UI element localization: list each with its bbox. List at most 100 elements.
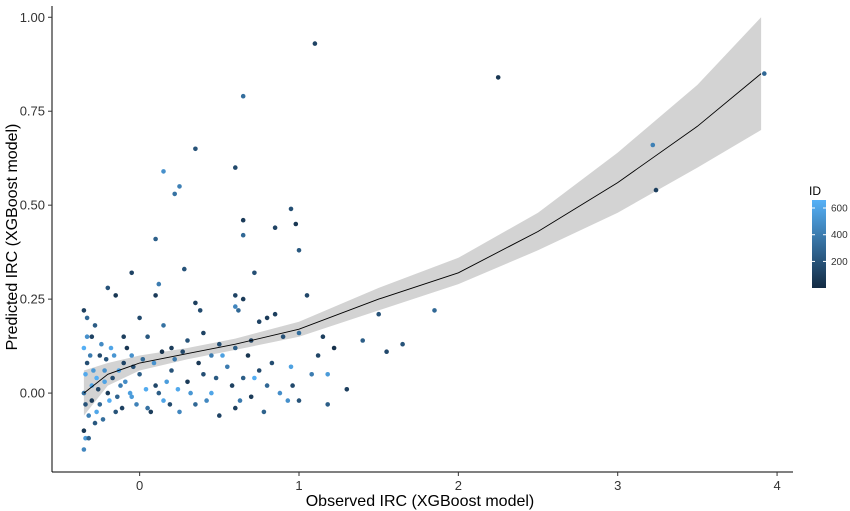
- data-point: [296, 398, 302, 403]
- data-point: [240, 375, 246, 381]
- data-point: [233, 304, 238, 309]
- data-point: [140, 357, 146, 362]
- data-point: [89, 334, 95, 340]
- y-axis-title: Predicted IRC (XGBoost model): [4, 124, 21, 351]
- data-point: [233, 405, 238, 411]
- legend-label: 400: [831, 230, 848, 241]
- data-point: [94, 409, 99, 415]
- data-point: [169, 345, 174, 351]
- data-point: [108, 345, 114, 351]
- data-point: [309, 372, 315, 377]
- data-point: [151, 360, 157, 366]
- data-point: [252, 270, 257, 276]
- data-point: [320, 334, 326, 340]
- data-point: [137, 315, 142, 321]
- data-point: [91, 368, 96, 373]
- data-point: [264, 383, 270, 388]
- data-point: [84, 360, 90, 366]
- y-tick-label: 0.50: [20, 198, 45, 213]
- x-axis-title: Observed IRC (XGBoost model): [306, 493, 535, 510]
- data-point: [245, 353, 251, 358]
- data-point: [161, 398, 166, 403]
- x-tick-label: 1: [295, 478, 302, 493]
- data-point: [360, 338, 366, 343]
- data-point: [296, 330, 302, 336]
- data-point: [177, 409, 182, 415]
- data-point: [193, 402, 198, 407]
- data-point: [87, 353, 93, 358]
- data-point: [201, 330, 206, 336]
- data-point: [344, 387, 350, 392]
- data-point: [94, 375, 99, 381]
- data-point: [169, 368, 174, 373]
- data-point: [277, 390, 283, 396]
- data-point: [233, 345, 238, 351]
- data-point: [296, 248, 302, 253]
- data-point: [269, 360, 275, 366]
- data-point: [153, 236, 158, 242]
- data-point: [105, 285, 111, 291]
- data-point: [653, 187, 659, 193]
- data-point: [92, 323, 98, 328]
- data-point: [188, 390, 193, 396]
- data-point: [233, 165, 238, 170]
- data-point: [102, 379, 107, 385]
- data-point: [180, 349, 185, 355]
- data-point: [185, 338, 190, 343]
- data-point: [256, 368, 262, 373]
- data-point: [237, 398, 243, 403]
- x-tick-label: 0: [136, 478, 143, 493]
- data-point: [145, 334, 150, 340]
- plot-area: [81, 17, 767, 452]
- data-point: [225, 364, 230, 370]
- data-point: [272, 225, 278, 230]
- data-point: [220, 353, 225, 358]
- data-point: [97, 402, 103, 407]
- data-point: [264, 315, 270, 321]
- data-point: [153, 293, 158, 298]
- data-point: [293, 221, 299, 227]
- data-point: [86, 435, 91, 441]
- data-point: [172, 357, 177, 362]
- legend-label: 600: [831, 204, 848, 215]
- data-point: [201, 372, 206, 377]
- data-point: [145, 405, 150, 411]
- data-point: [167, 402, 173, 407]
- data-point: [103, 357, 109, 362]
- data-point: [185, 379, 190, 385]
- y-tick-label: 0.25: [20, 292, 45, 307]
- data-point: [100, 417, 106, 422]
- data-point: [193, 146, 198, 152]
- color-bar: [812, 200, 826, 288]
- data-point: [156, 281, 162, 287]
- data-point: [196, 360, 201, 366]
- data-point: [97, 353, 103, 358]
- y-tick-label: 1.00: [20, 10, 45, 25]
- data-point: [86, 413, 91, 418]
- data-point: [127, 390, 133, 396]
- data-point: [153, 383, 158, 388]
- data-point: [650, 142, 656, 148]
- data-point: [123, 379, 128, 385]
- data-point: [102, 368, 107, 373]
- data-point: [113, 409, 118, 415]
- data-point: [312, 41, 318, 46]
- data-point: [161, 323, 166, 328]
- data-point: [121, 360, 126, 366]
- x-tick-label: 2: [455, 478, 462, 493]
- data-point: [84, 334, 90, 340]
- data-point: [272, 311, 278, 317]
- data-point: [209, 353, 214, 358]
- data-point: [81, 447, 87, 452]
- data-point: [124, 345, 130, 351]
- data-point: [376, 311, 382, 317]
- data-point: [217, 341, 222, 347]
- data-point: [285, 398, 291, 403]
- data-point: [99, 341, 104, 347]
- data-point: [288, 364, 294, 370]
- data-point: [161, 169, 166, 174]
- data-point: [148, 409, 154, 415]
- data-point: [280, 334, 286, 340]
- data-point: [325, 372, 331, 377]
- data-point: [233, 293, 238, 298]
